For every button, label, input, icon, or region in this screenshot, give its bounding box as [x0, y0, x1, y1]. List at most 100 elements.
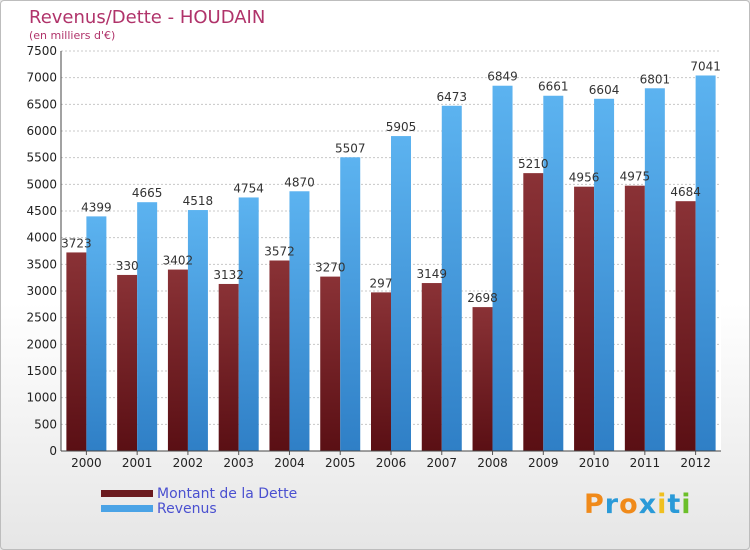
x-tick-label: 2000 [71, 456, 102, 470]
y-tick-label: 0 [49, 444, 57, 458]
y-tick-label: 3500 [26, 257, 57, 271]
x-tick-label: 2005 [325, 456, 356, 470]
y-tick-label: 4500 [26, 204, 57, 218]
logo-letter: i [681, 489, 692, 520]
x-tick-label: 2006 [376, 456, 407, 470]
logo-letter: x [638, 489, 658, 520]
y-tick-label: 3000 [26, 284, 57, 298]
x-tick-label: 2012 [680, 456, 711, 470]
x-tick-label: 2007 [426, 456, 457, 470]
data-label-dette: 330 [116, 259, 139, 273]
data-label-revenus: 5905 [386, 120, 417, 134]
legend-label-dette: Montant de la Dette [157, 485, 298, 502]
y-tick-label: 2500 [26, 311, 57, 325]
x-tick-label: 2002 [173, 456, 204, 470]
bar-dette [472, 307, 493, 451]
y-tick-label: 1000 [26, 391, 57, 405]
y-tick-label: 6000 [26, 124, 57, 138]
data-label-revenus: 4870 [284, 175, 315, 189]
bar-revenus [492, 85, 513, 451]
legend-item-revenus: Revenus [101, 500, 297, 517]
chart-title: Revenus/Dette - HOUDAIN [29, 7, 266, 28]
bar-revenus [644, 88, 665, 451]
bar-dette [624, 185, 645, 451]
y-tick-label: 5500 [26, 151, 57, 165]
bar-dette [167, 269, 188, 451]
x-tick-label: 2004 [274, 456, 305, 470]
y-tick-label: 2000 [26, 337, 57, 351]
data-label-dette: 3402 [163, 254, 194, 268]
bar-dette [66, 252, 87, 451]
data-label-dette: 297 [370, 276, 393, 290]
legend-swatch-revenus [101, 505, 153, 512]
x-tick-label: 2001 [122, 456, 153, 470]
y-tick-label: 6500 [26, 97, 57, 111]
logo-letter: P [584, 489, 605, 520]
logo-letter: i [657, 489, 668, 520]
data-label-dette: 3572 [264, 244, 295, 258]
data-label-dette: 4956 [569, 171, 600, 185]
bar-revenus [137, 202, 158, 451]
x-tick-label: 2010 [579, 456, 610, 470]
data-label-dette: 3132 [213, 268, 244, 282]
y-tick-label: 7500 [26, 44, 57, 58]
data-label-revenus: 4754 [233, 181, 264, 195]
data-label-dette: 3270 [315, 261, 346, 275]
data-label-revenus: 6604 [589, 83, 620, 97]
data-label-revenus: 6849 [487, 70, 518, 84]
logo-letter: o [619, 489, 639, 520]
logo-letter: t [667, 489, 682, 520]
bar-revenus [695, 75, 716, 451]
data-label-dette: 4975 [620, 170, 651, 184]
bar-revenus [441, 105, 462, 452]
bar-dette [574, 186, 595, 451]
bar-revenus [289, 191, 310, 451]
data-label-dette: 2698 [467, 291, 498, 305]
x-tick-label: 2011 [630, 456, 661, 470]
data-label-revenus: 4665 [132, 186, 163, 200]
legend-swatch-dette [101, 490, 153, 497]
data-label-revenus: 7041 [690, 59, 721, 73]
y-tick-label: 4000 [26, 231, 57, 245]
y-tick-label: 500 [34, 417, 57, 431]
bar-revenus [238, 197, 259, 451]
data-label-dette: 5210 [518, 157, 549, 171]
bar-revenus [594, 98, 615, 451]
x-tick-label: 2008 [477, 456, 508, 470]
chart-legend: Montant de la Dette Revenus [101, 485, 298, 517]
data-label-revenus: 4518 [183, 194, 214, 208]
logo-letter: r [604, 489, 620, 520]
legend-item-dette: Montant de la Dette [101, 485, 298, 502]
legend-label-revenus: Revenus [157, 500, 217, 517]
bar-dette [320, 276, 341, 451]
chart-subtitle: (en milliers d'€) [29, 29, 116, 42]
bar-chart: 3723 4399 330 4665 3402 4518 3132 4754 3572 4870 3… [26, 44, 721, 470]
bar-dette [218, 283, 239, 451]
bar-dette [117, 274, 138, 451]
x-tick-label: 2009 [528, 456, 559, 470]
bar-revenus [340, 157, 361, 451]
data-label-dette: 4684 [670, 185, 701, 199]
bar-dette [269, 260, 290, 451]
bar-revenus [391, 136, 411, 452]
y-tick-label: 7000 [26, 71, 57, 85]
y-tick-label: 5000 [26, 177, 57, 191]
bar-revenus [187, 210, 208, 451]
bar-revenus [543, 95, 564, 451]
bar-dette [675, 201, 696, 451]
data-label-revenus: 6473 [436, 90, 467, 104]
data-label-dette: 3723 [61, 236, 92, 250]
bar-dette [421, 283, 442, 451]
data-label-revenus: 4399 [81, 200, 112, 214]
bar-revenus [86, 216, 107, 451]
bar-dette [523, 173, 544, 451]
x-tick-label: 2003 [223, 456, 254, 470]
data-label-revenus: 6801 [640, 72, 671, 86]
data-label-revenus: 6661 [538, 80, 569, 94]
data-label-revenus: 5507 [335, 141, 366, 155]
bar-dette [371, 292, 391, 451]
data-label-dette: 3149 [416, 267, 447, 281]
y-tick-label: 1500 [26, 364, 57, 378]
